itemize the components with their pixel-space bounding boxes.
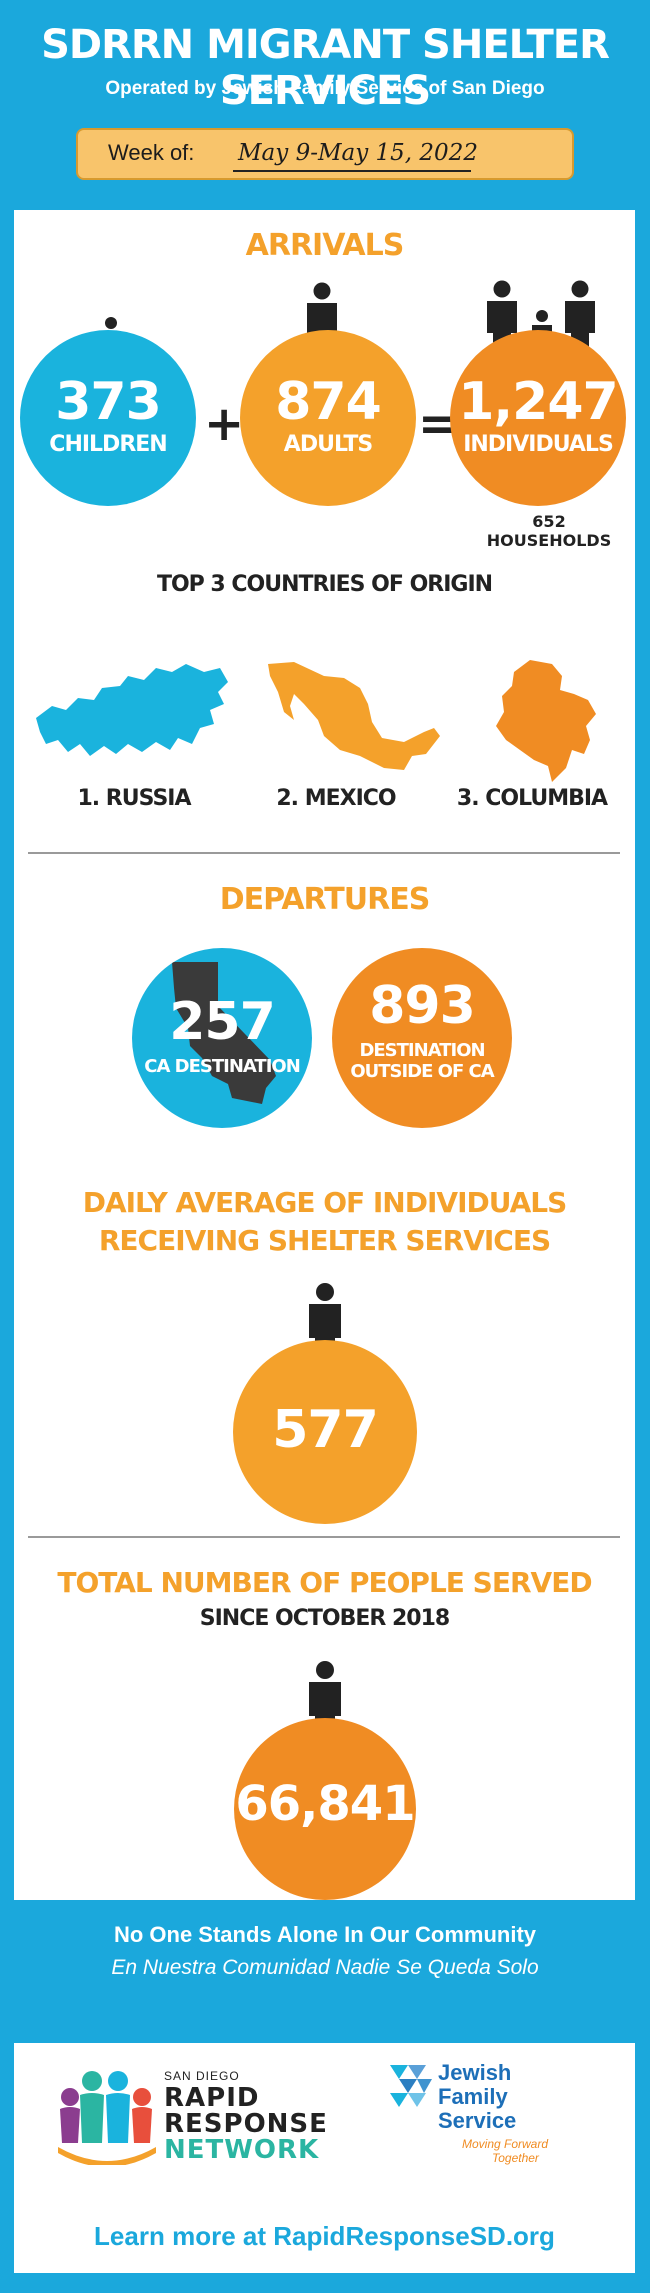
total-circle: 66,841 [234, 1718, 416, 1900]
stats-panel: ARRIVALS 373 CHILDREN + 874 ADULTS = 1,2… [14, 210, 635, 1900]
departures-title: DEPARTURES [219, 882, 431, 917]
ca-destination-label: CA DESTINATION [144, 1056, 301, 1077]
children-label: CHILDREN [49, 432, 167, 457]
jfs-word-2: Family [438, 2084, 508, 2109]
country-2: 2. MEXICO [276, 786, 396, 811]
outside-ca-circle: 893 DESTINATION OUTSIDE OF CA [332, 948, 512, 1128]
week-value: May 9-May 15, 2022 [238, 140, 478, 166]
daily-title-1: DAILY AVERAGE OF INDIVIDUALS [82, 1186, 568, 1219]
rapid-response-network-logo [58, 2071, 156, 2165]
jfs-tagline-1: Moving Forward [462, 2137, 549, 2151]
jfs-word-1: Jewish [438, 2060, 512, 2085]
tagline-english: No One Stands Alone In Our Community [113, 1922, 537, 1947]
total-title: TOTAL NUMBER OF PEOPLE SERVED [57, 1566, 592, 1599]
children-circle: 373 CHILDREN [20, 330, 196, 506]
jfs-logo-mark-icon [390, 2065, 432, 2107]
jfs-word-3: Service [438, 2108, 517, 2133]
rrn-small-label: SAN DIEGO [164, 2069, 240, 2083]
week-box: Week of: May 9-May 15, 2022 [76, 128, 574, 180]
country-1: 1. RUSSIA [77, 786, 191, 811]
daily-title-2: RECEIVING SHELTER SERVICES [98, 1224, 551, 1257]
daily-average-value: 577 [272, 1400, 379, 1460]
tagline-spanish: En Nuestra Comunidad Nadie Se Queda Solo [111, 1956, 539, 1979]
rrn-word-3: NETWORK [164, 2135, 320, 2165]
total-since: SINCE OCTOBER 2018 [199, 1606, 450, 1631]
total-value: 66,841 [235, 1776, 415, 1832]
week-underline [233, 170, 471, 172]
children-value: 373 [55, 372, 162, 432]
week-label: Week of: [108, 140, 195, 165]
adults-label: ADULTS [283, 432, 373, 457]
outside-ca-label-2: OUTSIDE OF CA [350, 1061, 494, 1082]
logos-panel: SAN DIEGO RAPID RESPONSE NETWORK Jewish … [14, 2043, 635, 2273]
divider-2 [28, 1536, 620, 1538]
daily-average-circle: 577 [233, 1340, 417, 1524]
russia-map-icon [36, 664, 228, 756]
arrivals-title: ARRIVALS [245, 228, 405, 263]
countries-title: TOP 3 COUNTRIES OF ORIGIN [156, 572, 493, 597]
page-subtitle: Operated by Jewish Family Service of San… [105, 78, 545, 99]
learn-more-link[interactable]: Learn more at RapidResponseSD.org [94, 2221, 555, 2251]
individuals-label: INDIVIDUALS [463, 432, 614, 457]
households-count: 652 HOUSEHOLDS [486, 512, 612, 550]
outside-ca-label-1: DESTINATION [359, 1040, 485, 1061]
ca-destination-value: 257 [169, 992, 276, 1052]
rrn-word-1: RAPID [164, 2083, 260, 2113]
plus-sign: + [204, 396, 244, 452]
california-map-icon [172, 962, 276, 1104]
outside-ca-value: 893 [369, 976, 476, 1036]
rrn-word-2: RESPONSE [164, 2109, 328, 2139]
mexico-map-icon [268, 662, 440, 770]
ca-destination-circle: 257 CA DESTINATION [132, 948, 312, 1128]
individuals-circle: 1,247 INDIVIDUALS [450, 330, 626, 506]
adults-circle: 874 ADULTS [240, 330, 416, 506]
adults-value: 874 [275, 372, 382, 432]
colombia-map-icon [496, 660, 596, 782]
divider-1 [28, 852, 620, 854]
jfs-tagline-2: Together [492, 2151, 539, 2165]
individuals-value: 1,247 [458, 372, 618, 432]
country-3: 3. COLUMBIA [456, 786, 608, 811]
page-title: SDRRN MIGRANT SHELTER SERVICES [41, 22, 610, 114]
